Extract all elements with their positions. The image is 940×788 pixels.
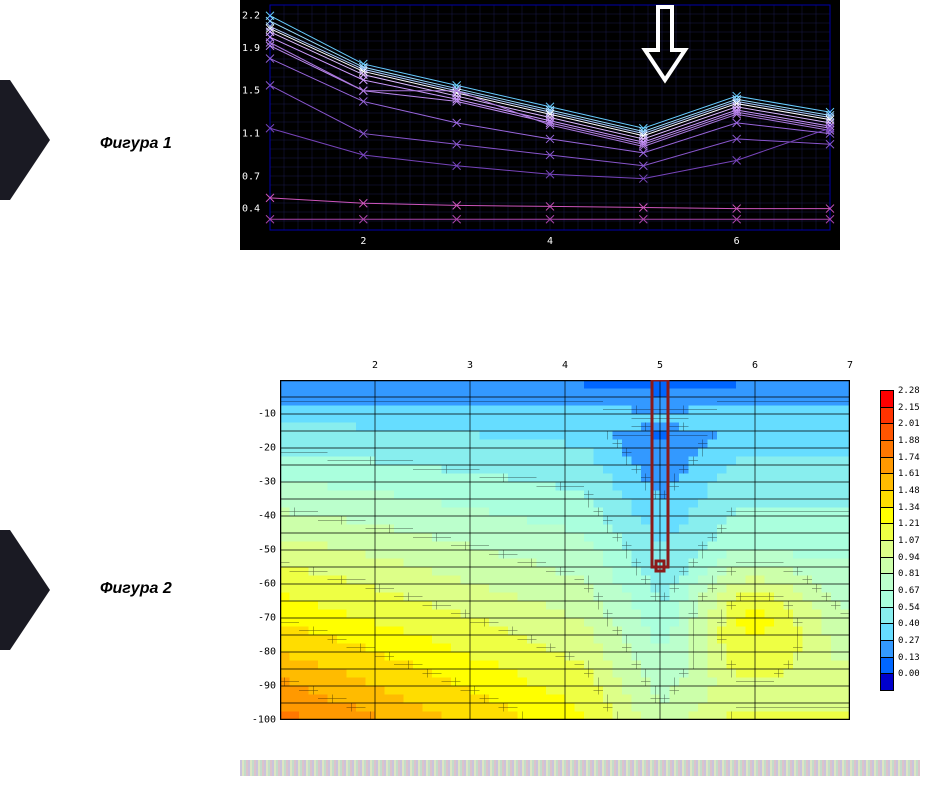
- figure1-label: Фигура 1: [100, 135, 172, 153]
- svg-text:2.2: 2.2: [242, 11, 260, 22]
- svg-text:6: 6: [734, 236, 740, 247]
- down-arrow-annotation: [640, 5, 690, 90]
- contour-x-labels: 234567: [280, 360, 850, 378]
- noise-strip: [240, 760, 920, 776]
- svg-text:0.7: 0.7: [242, 171, 260, 182]
- contour-chart-container: 234567 -10-20-30-40-50-60-70-80-90-100 2…: [240, 360, 940, 730]
- contour-chart: [280, 380, 850, 720]
- section-marker-2: [0, 530, 50, 650]
- svg-text:1.9: 1.9: [242, 43, 260, 54]
- figure2-label: Фигура 2: [100, 580, 172, 598]
- section-marker-1: [0, 80, 50, 200]
- svg-text:2: 2: [360, 236, 366, 247]
- svg-text:0.4: 0.4: [242, 204, 260, 215]
- svg-text:1.1: 1.1: [242, 129, 260, 140]
- contour-svg: [280, 380, 850, 720]
- svg-text:1.5: 1.5: [242, 86, 260, 97]
- contour-legend: 2.282.152.011.881.741.611.481.341.211.07…: [880, 390, 940, 710]
- contour-y-labels: -10-20-30-40-50-60-70-80-90-100: [240, 380, 278, 720]
- svg-text:4: 4: [547, 236, 553, 247]
- line-chart: 0.4 0.7 1.1 1.5 1.9 2.2 2 4 6: [240, 0, 840, 250]
- line-chart-svg: 0.4 0.7 1.1 1.5 1.9 2.2 2 4 6: [240, 0, 840, 250]
